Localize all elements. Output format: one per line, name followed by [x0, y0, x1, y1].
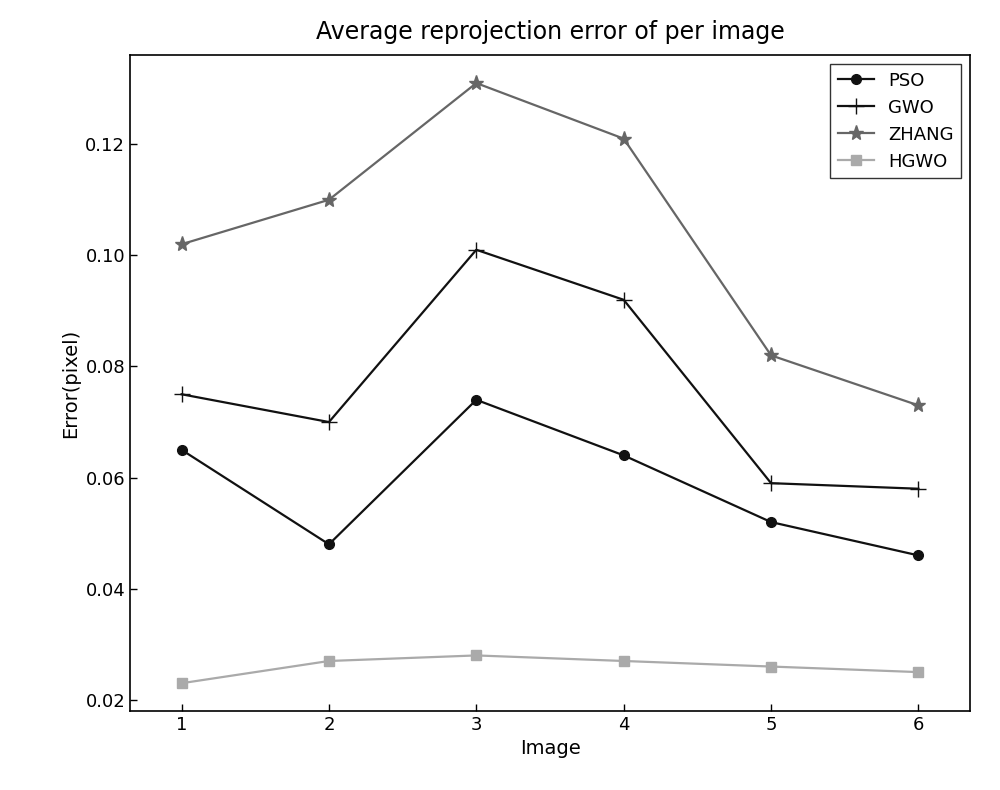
HGWO: [470, 651, 482, 660]
GWO: [470, 245, 482, 254]
HGWO: [176, 679, 188, 688]
PSO: [912, 551, 924, 560]
Line: GWO: GWO: [174, 243, 926, 496]
PSO: [470, 395, 482, 404]
ZHANG: [618, 134, 630, 144]
Line: PSO: PSO: [177, 395, 923, 560]
GWO: [912, 484, 924, 494]
ZHANG: [323, 195, 335, 205]
Title: Average reprojection error of per image: Average reprojection error of per image: [316, 20, 784, 43]
HGWO: [323, 656, 335, 666]
GWO: [765, 479, 777, 488]
PSO: [618, 450, 630, 460]
PSO: [323, 540, 335, 549]
Line: HGWO: HGWO: [177, 651, 923, 688]
GWO: [323, 417, 335, 427]
ZHANG: [470, 78, 482, 88]
ZHANG: [912, 401, 924, 410]
ZHANG: [765, 351, 777, 360]
HGWO: [618, 656, 630, 666]
PSO: [765, 517, 777, 527]
PSO: [176, 445, 188, 454]
HGWO: [912, 668, 924, 677]
X-axis label: Image: Image: [520, 739, 580, 758]
ZHANG: [176, 239, 188, 249]
GWO: [176, 389, 188, 399]
Legend: PSO, GWO, ZHANG, HGWO: PSO, GWO, ZHANG, HGWO: [830, 64, 961, 178]
GWO: [618, 295, 630, 304]
HGWO: [765, 662, 777, 672]
Line: ZHANG: ZHANG: [174, 76, 926, 413]
Y-axis label: Error(pixel): Error(pixel): [61, 329, 80, 438]
